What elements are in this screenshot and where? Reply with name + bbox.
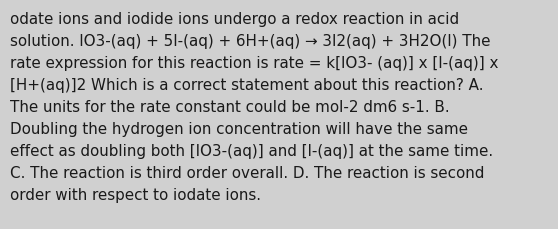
Text: The units for the rate constant could be mol-2 dm6 s-1. B.: The units for the rate constant could be… <box>10 100 450 114</box>
Text: order with respect to iodate ions.: order with respect to iodate ions. <box>10 187 261 202</box>
Text: [H+(aq)]2 Which is a correct statement about this reaction? A.: [H+(aq)]2 Which is a correct statement a… <box>10 78 483 93</box>
Text: odate ions and iodide ions undergo a redox reaction in acid: odate ions and iodide ions undergo a red… <box>10 12 459 27</box>
Text: effect as doubling both [IO3-(aq)] and [I-(aq)] at the same time.: effect as doubling both [IO3-(aq)] and [… <box>10 143 493 158</box>
Text: rate expression for this reaction is rate = k[IO3- (aq)] x [I-(aq)] x: rate expression for this reaction is rat… <box>10 56 498 71</box>
Text: solution. IO3-(aq) + 5I-(aq) + 6H+(aq) → 3I2(aq) + 3H2O(l) The: solution. IO3-(aq) + 5I-(aq) + 6H+(aq) →… <box>10 34 490 49</box>
Text: C. The reaction is third order overall. D. The reaction is second: C. The reaction is third order overall. … <box>10 165 484 180</box>
Text: Doubling the hydrogen ion concentration will have the same: Doubling the hydrogen ion concentration … <box>10 121 468 136</box>
